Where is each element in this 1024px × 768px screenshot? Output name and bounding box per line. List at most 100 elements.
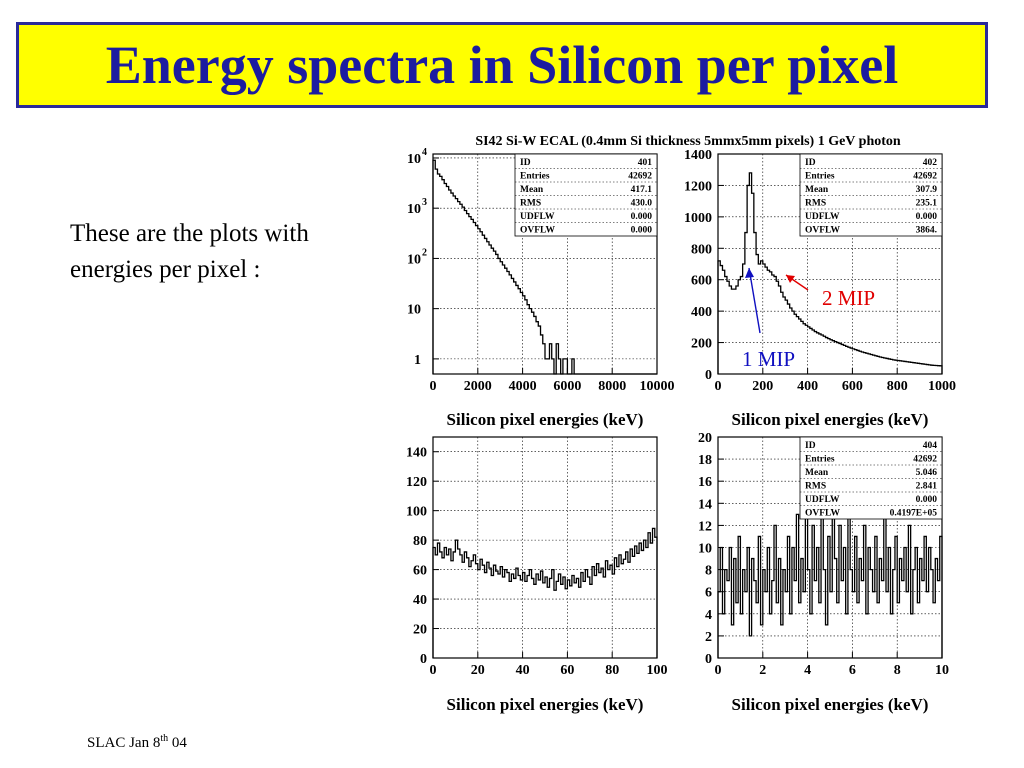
y-tick-label: 2 bbox=[705, 630, 712, 645]
x-tick-label: 2 bbox=[759, 663, 766, 678]
y-tick-label: 20 bbox=[698, 431, 712, 446]
stats-label: ID bbox=[805, 158, 816, 168]
stats-value: 417.1 bbox=[631, 185, 653, 195]
stats-label: RMS bbox=[805, 482, 826, 492]
stats-value: 2.841 bbox=[916, 482, 938, 492]
stats-label: RMS bbox=[520, 199, 541, 209]
stats-value: 430.0 bbox=[631, 199, 653, 209]
y-tick-label: 200 bbox=[691, 337, 712, 352]
stats-label: Entries bbox=[805, 455, 835, 465]
y-tick-label: 60 bbox=[413, 564, 427, 579]
y-tick-exponent: 3 bbox=[422, 197, 427, 208]
x-tick-label: 400 bbox=[797, 379, 818, 394]
x-tick-label: 10000 bbox=[640, 379, 675, 394]
histogram-series bbox=[432, 527, 658, 658]
x-tick-label: 0 bbox=[430, 379, 437, 394]
y-tick-label: 100 bbox=[406, 505, 427, 520]
stats-value: 42692 bbox=[913, 455, 937, 465]
y-tick-label: 8 bbox=[705, 564, 712, 579]
y-tick-label: 18 bbox=[698, 453, 712, 468]
x-tick-label: 200 bbox=[752, 379, 773, 394]
x-axis-title: Silicon pixel energies (keV) bbox=[447, 695, 644, 714]
figure-title: SI42 Si-W ECAL (0.4mm Si thickness 5mmx5… bbox=[475, 134, 901, 149]
stats-label: RMS bbox=[805, 199, 826, 209]
y-tick-exponent: 4 bbox=[422, 147, 427, 158]
stats-value: 0.000 bbox=[916, 495, 938, 505]
stats-value: 0.000 bbox=[631, 226, 653, 236]
stats-label: OVFLW bbox=[520, 226, 556, 236]
stats-box bbox=[514, 153, 658, 237]
stats-box bbox=[799, 153, 943, 237]
intro-text: These are the plots with energies per pi… bbox=[70, 220, 309, 283]
stats-label: Mean bbox=[805, 185, 829, 195]
stats-label: UDFLW bbox=[805, 212, 840, 222]
histogram-series bbox=[717, 172, 943, 374]
y-tick-label: 400 bbox=[691, 305, 712, 320]
stats-value: 0.4197E+05 bbox=[890, 509, 938, 519]
stats-value: 42692 bbox=[628, 172, 652, 182]
stats-label: ID bbox=[805, 441, 816, 451]
y-tick-label: 0 bbox=[705, 368, 712, 383]
stats-label: UDFLW bbox=[520, 212, 555, 222]
stats-label: ID bbox=[520, 158, 531, 168]
x-axis-title: Silicon pixel energies (keV) bbox=[447, 410, 644, 429]
stats-label: UDFLW bbox=[805, 495, 840, 505]
x-tick-label: 60 bbox=[560, 663, 574, 678]
stats-value: 0.000 bbox=[916, 212, 938, 222]
x-tick-label: 100 bbox=[647, 663, 668, 678]
stats-label: OVFLW bbox=[805, 509, 841, 519]
footer: SLAC Jan 8th 04 bbox=[87, 733, 187, 752]
y-tick-label: 10 bbox=[698, 542, 712, 557]
x-tick-label: 2000 bbox=[464, 379, 492, 394]
x-tick-label: 20 bbox=[471, 663, 485, 678]
x-tick-label: 4000 bbox=[509, 379, 537, 394]
y-tick-label: 600 bbox=[691, 274, 712, 289]
y-tick-label: 14 bbox=[698, 497, 712, 512]
x-tick-label: 0 bbox=[715, 379, 722, 394]
stats-value: 0.000 bbox=[631, 212, 653, 222]
y-tick-label: 10 bbox=[407, 303, 421, 318]
histogram-series bbox=[432, 159, 657, 375]
mip1-label: 1 MIP bbox=[742, 347, 795, 371]
mip2-label: 2 MIP bbox=[822, 286, 875, 310]
y-tick-label: 0 bbox=[420, 652, 427, 667]
x-tick-label: 800 bbox=[887, 379, 908, 394]
y-tick-label: 1200 bbox=[684, 179, 712, 194]
x-tick-label: 1000 bbox=[928, 379, 956, 394]
y-tick-label: 40 bbox=[413, 593, 427, 608]
stats-label: Entries bbox=[520, 172, 550, 182]
histogram-panel-2: 0 200 400 600 800 1000 0 200 400 600 800 1000 1200 14… bbox=[684, 148, 956, 429]
histogram-panel-4: 0 2 4 6 8 10 0 2 4 6 8 10 12 14 16 18 20 ID 404 Entries 4269… bbox=[698, 431, 949, 714]
y-tick-label: 16 bbox=[698, 475, 712, 490]
stats-value: 307.9 bbox=[916, 185, 938, 195]
y-tick-label: 1000 bbox=[684, 211, 712, 226]
y-tick-label: 10 bbox=[407, 252, 421, 267]
x-tick-label: 80 bbox=[605, 663, 619, 678]
x-tick-label: 0 bbox=[715, 663, 722, 678]
stats-box bbox=[799, 436, 943, 520]
x-tick-label: 6000 bbox=[553, 379, 581, 394]
slide-title: Energy spectra in Silicon per pixel bbox=[105, 35, 899, 95]
x-tick-label: 10 bbox=[935, 663, 949, 678]
histogram-series bbox=[717, 480, 943, 658]
y-tick-label: 800 bbox=[691, 242, 712, 257]
histogram-panel-3: 0 20 40 60 80 100 0 20 40 60 80 100 120 140 Silicon pi… bbox=[406, 436, 668, 714]
y-tick-label: 1400 bbox=[684, 148, 712, 163]
stats-value: 235.1 bbox=[916, 199, 938, 209]
y-tick-label: 20 bbox=[413, 623, 427, 638]
stats-value: 402 bbox=[923, 158, 938, 168]
stats-value: 5.046 bbox=[916, 468, 938, 478]
x-tick-label: 6 bbox=[849, 663, 856, 678]
y-tick-label: 10 bbox=[407, 152, 421, 167]
stats-label: OVFLW bbox=[805, 226, 841, 236]
x-tick-label: 4 bbox=[804, 663, 811, 678]
title-banner: Energy spectra in Silicon per pixel bbox=[16, 22, 988, 108]
footer-text: SLAC Jan 8 bbox=[87, 735, 161, 751]
y-tick-label: 140 bbox=[406, 446, 427, 461]
x-tick-label: 600 bbox=[842, 379, 863, 394]
x-tick-label: 8 bbox=[894, 663, 901, 678]
x-tick-label: 8000 bbox=[598, 379, 626, 394]
stats-value: 401 bbox=[638, 158, 653, 168]
x-axis-title: Silicon pixel energies (keV) bbox=[732, 695, 929, 714]
